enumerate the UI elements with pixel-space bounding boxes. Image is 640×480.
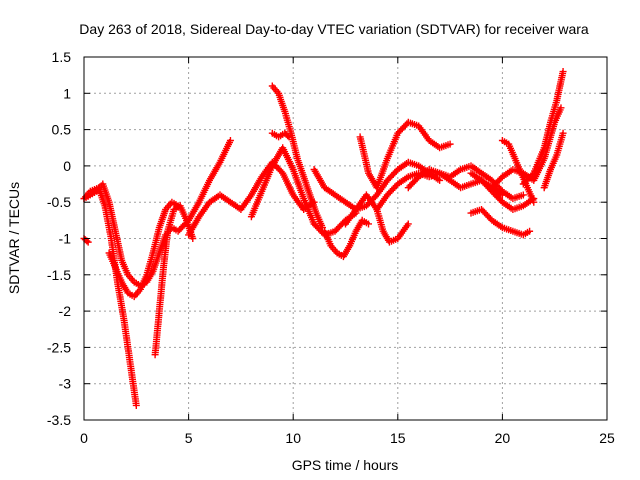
y-tick-label: -1.5 xyxy=(47,267,71,283)
data-point-markers xyxy=(247,144,360,239)
x-tick-label: 0 xyxy=(80,430,88,446)
x-tick-label: 15 xyxy=(390,430,406,446)
y-tick-label: 0 xyxy=(63,158,71,174)
y-tick-label: 0.5 xyxy=(52,122,72,138)
chart-title: Day 263 of 2018, Sidereal Day-to-day VTE… xyxy=(79,21,589,37)
data-point-markers xyxy=(268,82,326,232)
y-tick-label: 1.5 xyxy=(52,49,72,65)
data-point-markers xyxy=(356,118,454,192)
data-point-markers xyxy=(404,162,527,203)
y-tick-label: -3.5 xyxy=(47,412,71,428)
y-tick-label: -1 xyxy=(59,231,72,247)
data-point-markers xyxy=(519,68,567,188)
y-tick-label: -2.5 xyxy=(47,339,71,355)
y-tick-label: -2 xyxy=(59,303,72,319)
series-sat-G xyxy=(247,144,360,239)
series-sat-F xyxy=(268,82,326,232)
axis-ticks: 0 5 10 15 20 25 1.5 1 0.5 0 -0.5 -1 -1.5 -2 -2.5 -3 -3.5 xyxy=(47,49,615,446)
series-sat-J xyxy=(321,216,373,261)
series-sat-T xyxy=(540,129,567,192)
x-tick-label: 20 xyxy=(495,430,511,446)
series-sat-C xyxy=(151,202,197,359)
data-point-markers xyxy=(467,169,538,213)
y-tick-label: 1 xyxy=(63,85,71,101)
data-marks xyxy=(80,68,567,409)
y-tick-label: -3 xyxy=(59,376,72,392)
y-axis-label: SDTVAR / TECUs xyxy=(6,182,22,294)
x-tick-label: 25 xyxy=(599,430,615,446)
y-tick-label: -0.5 xyxy=(47,194,71,210)
data-point-markers xyxy=(540,129,567,192)
series-sat-N xyxy=(404,162,527,203)
x-tick-label: 5 xyxy=(185,430,193,446)
data-point-markers xyxy=(268,129,293,141)
data-point-markers xyxy=(321,216,373,261)
x-axis-label: GPS time / hours xyxy=(292,457,399,473)
data-point-markers xyxy=(105,198,182,301)
data-point-markers xyxy=(151,202,197,359)
series-sat-O xyxy=(467,206,534,239)
series-sat-D xyxy=(105,198,182,301)
series-sat-P xyxy=(467,169,538,213)
x-tick-label: 10 xyxy=(285,430,301,446)
series-sat-S xyxy=(519,68,567,188)
series-sat-K xyxy=(356,118,454,192)
series-sat-H xyxy=(268,129,293,141)
data-point-markers xyxy=(467,206,534,239)
